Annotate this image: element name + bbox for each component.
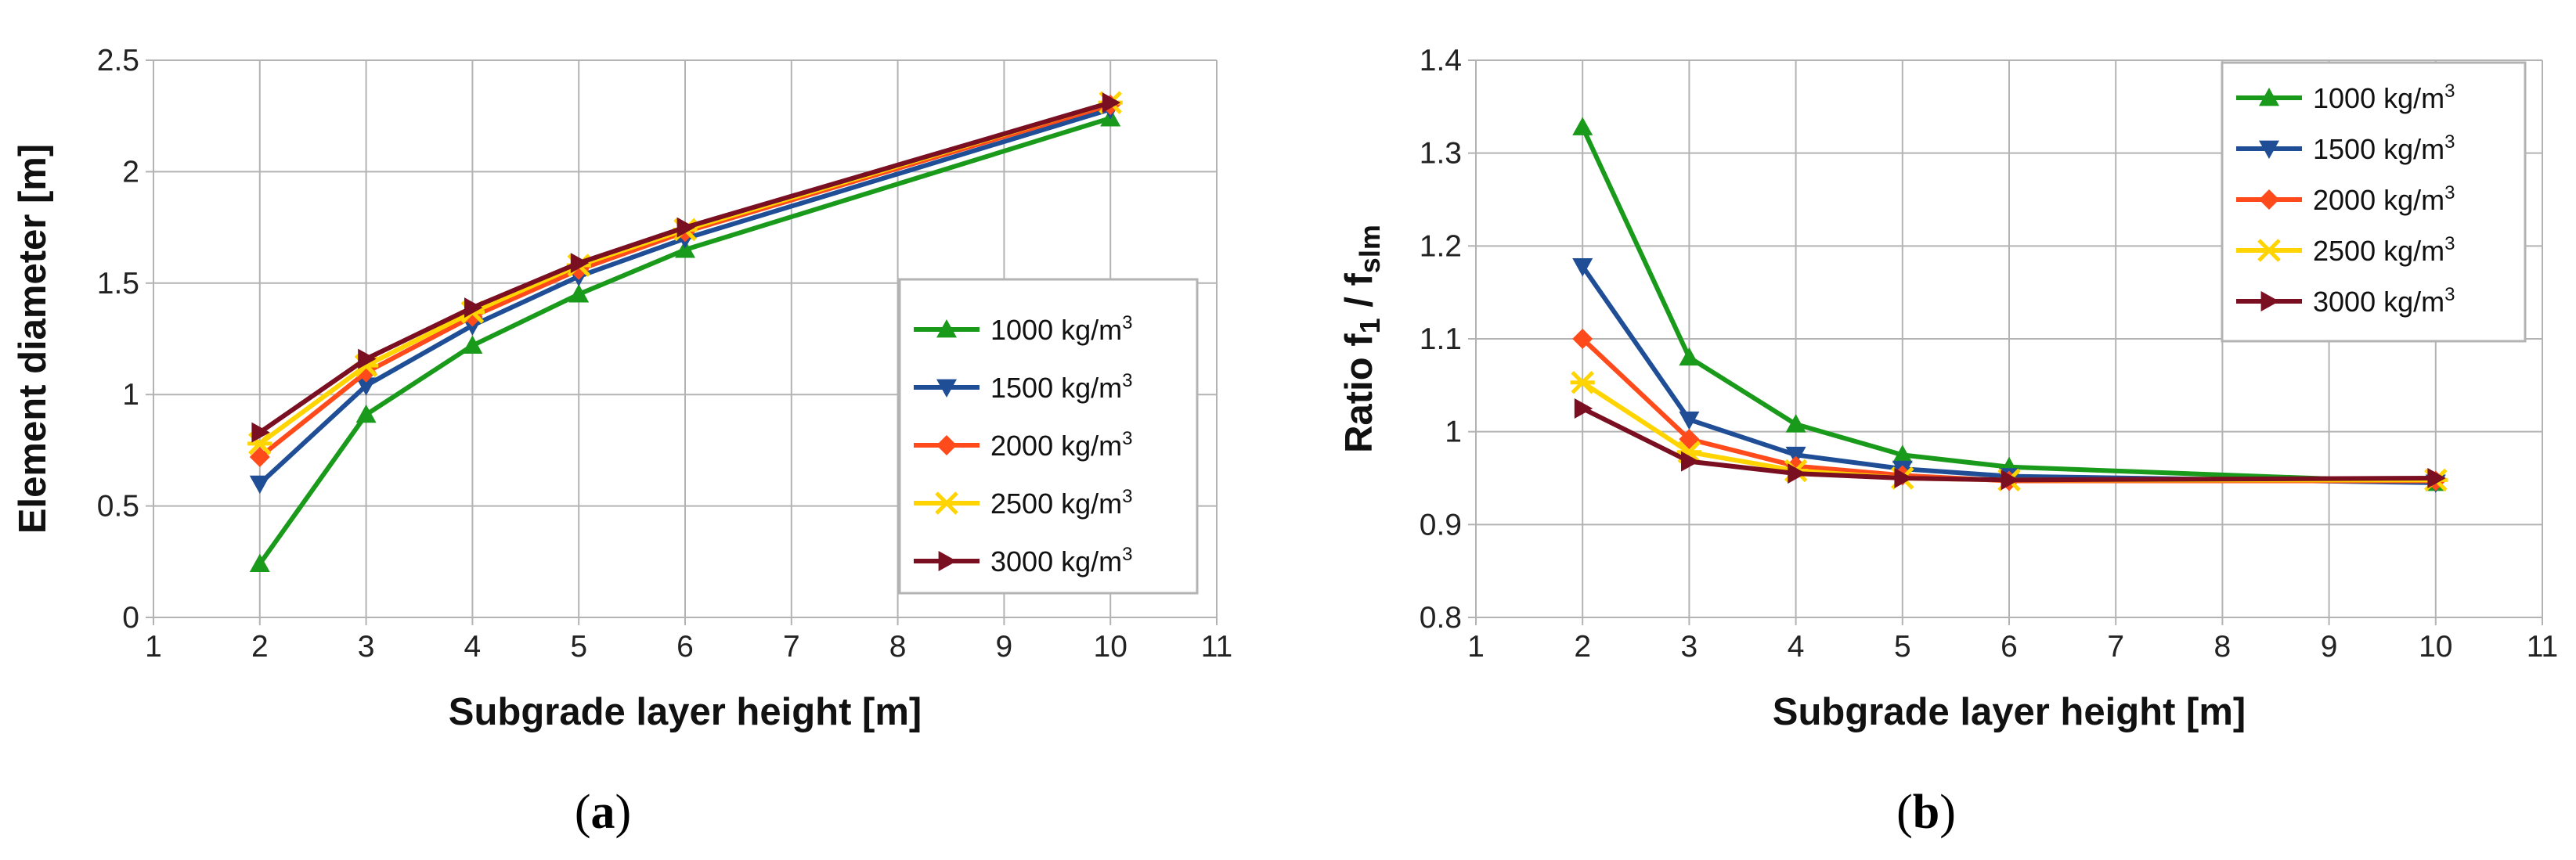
x-tick-label: 6 [2001,630,2018,664]
data-point-2000 [1679,429,1700,450]
y-tick-label: 0.5 [97,490,139,524]
data-point-1500 [249,475,270,495]
x-tick-label: 9 [996,630,1013,664]
data-point-1000 [355,404,377,423]
y-tick-label: 1 [1445,416,1462,449]
legend-label-2500: 2500 kg/m3 [990,486,1132,520]
data-point-3000 [2427,468,2446,488]
legend-label-1500: 1500 kg/m3 [2313,131,2455,165]
legend-marker-2500 [2257,239,2282,262]
x-tick-label: 1 [1467,630,1485,664]
legend-marker-1000 [2259,88,2279,106]
legend-label-3000: 3000 kg/m3 [2313,284,2455,318]
legend-marker-3000 [938,551,957,571]
x-tick-label: 7 [2107,630,2124,664]
y-tick-label: 1 [122,378,139,412]
legend-marker-2000 [2259,189,2279,210]
data-point-1000 [462,335,483,354]
data-point-3000 [570,253,590,274]
x-tick-label: 11 [2527,630,2559,664]
data-point-1500 [1679,411,1700,430]
data-point-3000 [1574,398,1593,419]
x-tick-label: 8 [2214,630,2231,664]
y-axis-title: Ratio f1 / fslm [1338,225,1386,453]
data-point-2000 [1572,329,1593,349]
data-point-1500 [355,377,377,396]
y-tick-label: 1.1 [1420,322,1462,356]
x-tick-label: 5 [570,630,587,664]
panel-caption: (b) [1896,786,1956,839]
data-point-1000 [1785,414,1806,433]
x-tick-label: 4 [1788,630,1805,664]
data-point-3000 [1102,92,1121,113]
x-tick-label: 3 [358,630,375,664]
x-tick-label: 9 [2321,630,2338,664]
series-line-1500 [258,106,1112,486]
x-tick-label: 3 [1681,630,1698,664]
legend-marker-3000 [2260,291,2279,311]
x-tick-label: 10 [2419,630,2452,664]
series-line-3000 [258,100,1112,435]
y-axis-title: Element diameter [m] [12,144,54,534]
legend-label-2500: 2500 kg/m3 [2313,233,2455,267]
data-point-3000 [676,217,695,238]
x-tick-label: 11 [1201,630,1233,664]
series-line-1000 [258,116,1112,566]
series-line-3000 [1581,406,2436,483]
x-tick-label: 5 [1894,630,1911,664]
series-line-1000 [1580,126,2436,485]
data-point-1000 [249,553,270,573]
data-point-3000 [1788,463,1806,484]
x-tick-label: 2 [251,630,269,664]
y-tick-label: 0.9 [1420,508,1462,542]
legend-marker-2000 [936,435,957,455]
x-tick-label: 4 [464,630,482,664]
data-point-1500 [1572,258,1593,277]
x-tick-label: 10 [1094,630,1127,664]
y-tick-label: 0 [122,601,139,635]
x-tick-label: 2 [1574,630,1591,664]
y-tick-label: 1.5 [97,267,139,300]
data-point-3000 [251,422,270,443]
y-tick-label: 2.5 [97,44,139,77]
legend-label-3000: 3000 kg/m3 [990,544,1132,578]
legend-marker-1000 [936,319,957,338]
legend-label-1500: 1500 kg/m3 [990,370,1132,404]
y-tick-label: 2 [122,155,139,189]
data-point-3000 [1681,451,1700,472]
data-point-3000 [1894,468,1913,488]
y-tick-label: 1.3 [1420,137,1462,171]
x-axis-title: Subgrade layer height [m] [1773,691,2246,733]
legend-label-1000: 1000 kg/m3 [990,312,1132,346]
legend-marker-1500 [2259,140,2279,159]
legend-marker-2500 [934,491,959,515]
data-point-3000 [358,348,377,369]
legend-marker-1500 [936,379,957,398]
data-point-2500 [1570,371,1595,394]
data-point-1000 [1892,444,1913,463]
legend-label-2000: 2000 kg/m3 [990,428,1132,462]
x-tick-label: 8 [889,630,907,664]
y-tick-label: 1.4 [1420,44,1462,77]
legend-label-2000: 2000 kg/m3 [2313,182,2455,216]
x-tick-label: 7 [783,630,800,664]
x-tick-label: 6 [676,630,694,664]
x-tick-label: 1 [145,630,162,664]
y-tick-label: 0.8 [1420,601,1462,635]
data-point-2000 [249,446,270,467]
data-point-3000 [2001,470,2019,491]
data-point-1000 [1572,117,1593,135]
data-point-1000 [568,284,590,303]
x-axis-title: Subgrade layer height [m] [449,691,922,733]
panel-b-chart: 1 2 3 4 5 6 7 8 9 10 11 0.8 0.9 1 1.1 1.2 1.3 1.4 Subgrade… [1338,44,2558,839]
data-point-3000 [464,297,483,318]
panel-a-chart: 1 2 3 4 5 6 7 8 9 10 11 0 0.5 1 1.5 2 2.5 Subgrade layer … [12,44,1232,839]
data-point-1000 [1679,347,1700,366]
legend-label-1000: 1000 kg/m3 [2313,81,2455,114]
y-tick-label: 1.2 [1420,229,1462,263]
panel-caption: (a) [575,786,631,839]
